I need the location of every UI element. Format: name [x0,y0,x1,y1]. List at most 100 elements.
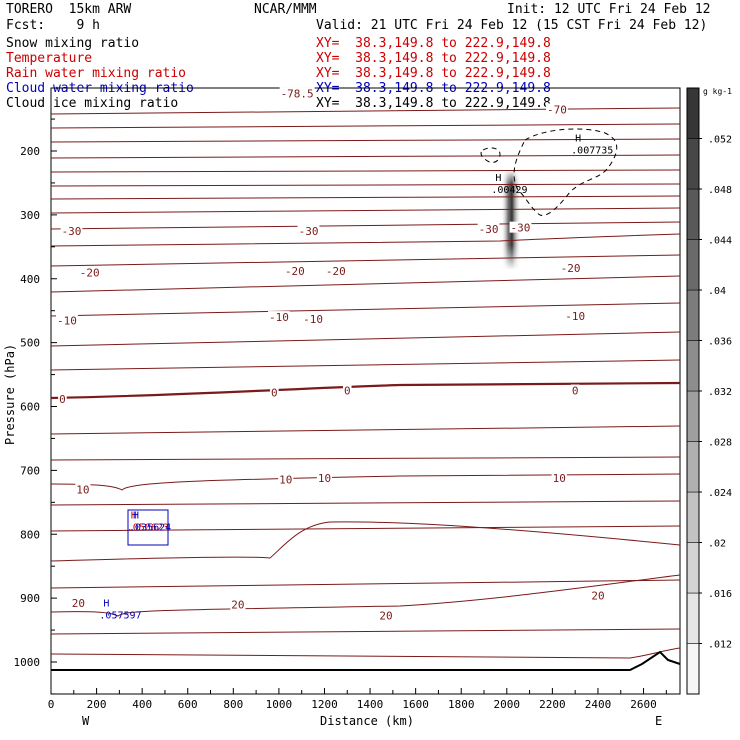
isotherm-label-bg [278,473,294,485]
isotherm-label-bg [590,589,606,601]
extremum-value: .00429 [491,185,527,196]
colorbar-tick-label: .036 [708,337,732,348]
isotherm [50,275,681,293]
isotherm-label: 10 [76,484,89,497]
x-tick-label: 2000 [494,698,521,711]
y-tick-label: 600 [20,401,40,414]
field-name-cloud-ice: Cloud ice mixing ratio [6,96,179,111]
isotherm [50,574,681,617]
extremum-marker: H [575,134,581,145]
init-time: Init: 12 UTC Fri 24 Feb 12 [507,2,711,17]
isotherm [50,456,681,461]
isotherm [50,425,681,435]
isotherm-label: -78.5 [281,88,314,101]
x-tick-label: 1800 [448,698,475,711]
isotherm [50,331,681,347]
colorbar-segment [686,138,700,190]
isotherm-label-bg [279,87,315,99]
isotherm-label-bg [267,311,290,323]
colorbar-units: g kg-1 [703,87,732,96]
isotherm-label: 20 [231,599,244,612]
isotherm [50,123,681,129]
isotherm-label: 10 [553,472,566,485]
colorbar-segment [686,239,700,291]
x-axis-west-label: W [82,714,90,728]
cloud-ice-contour [513,128,618,216]
isotherm-label: -10 [269,311,289,324]
field-name-snow: Snow mixing ratio [6,36,140,51]
isotherm-label: -10 [565,310,585,323]
colorbar-tick-label: .04 [708,286,726,297]
isotherm [50,473,681,491]
isotherm-labels: -78.5 -70 -30 -30 -30 -30 -20 -20 -20 -20 -10 -10 -1… [56,87,606,622]
extremum-marker: H [495,173,501,184]
field-xy-temperature: XY= 38.3,149.8 to 222.9,149.8 [316,51,551,66]
terrain-line [51,650,681,671]
isotherm-label: -20 [326,265,346,278]
x-tick-label: 0 [48,698,55,711]
y-tick-label: 400 [20,273,40,286]
forecast-hour: Fcst: 9 h [6,18,100,33]
field-name-rain: Rain water mixing ratio [6,66,187,81]
isotherm [50,107,681,115]
model-title: TORERO 15km ARW [6,2,132,17]
isotherm-label-bg [283,265,306,277]
isotherm-label-bg [58,392,67,404]
isotherm-label-bg [570,384,580,396]
extremum-value: .007735 [571,146,613,157]
cloud-ice-contours [480,128,618,216]
x-tick-label: 1400 [357,698,384,711]
isotherm [50,647,681,659]
isotherm-label: -10 [303,313,323,326]
x-tick-label: 400 [132,698,152,711]
isotherm-label: 10 [279,473,292,486]
colorbar-segment [686,542,700,594]
isotherm-label: -30 [479,223,499,236]
isotherm [50,183,681,187]
x-tick-label: 2200 [539,698,566,711]
y-tick-label: 900 [20,592,40,605]
colorbar-segment [686,289,700,341]
y-tick-label: 1000 [14,656,41,669]
extremum-marker: H [131,510,137,521]
y-axis: 200 300 400 500 600 700 800 900 1000 [14,118,57,695]
isotherm-label: 10 [318,472,331,485]
colorbar-segment [686,390,700,442]
colorbar-tick-label: .024 [708,488,732,499]
isotherm-label-bg [564,309,587,321]
cloud-water-contour [127,509,169,546]
isotherm-label: -10 [57,314,77,327]
snow-shading [501,170,521,270]
colorbar-segment [686,340,700,392]
isotherm-label-bg [302,312,324,324]
x-axis: 0 200 400 600 800 1000 1200 1400 1600 1800 2000 220… [48,688,667,711]
x-tick-label: 1000 [266,698,293,711]
x-tick-label: 200 [87,698,107,711]
isotherm-label-bg [70,597,86,609]
isotherm-zero [50,381,681,400]
x-tick-label: 600 [178,698,198,711]
isotherm-label: 0 [59,393,66,406]
isotherm-label-bg [509,221,532,233]
isotherm-label: 0 [271,386,278,399]
colorbar-tick-label: .052 [708,135,732,146]
isotherm-label: 20 [72,597,85,610]
isotherm-label: -20 [561,262,581,275]
colorbar-segment [686,491,700,543]
plot-frame [50,87,681,695]
isotherm-label-bg [60,224,83,236]
isotherm-label-bg [551,472,567,484]
isotherm-label-bg [270,386,279,398]
y-tick-label: 500 [20,337,40,350]
isotherm-label: 0 [572,385,579,398]
isotherm-label: 20 [591,590,604,603]
isotherm-label-bg [297,224,320,236]
isotherm-label: -30 [299,225,319,238]
colorbar-segment [686,87,700,139]
colorbar-tick-label: .044 [708,236,732,247]
colorbar-segment [686,592,700,644]
isotherm [50,169,681,173]
isotherm-label: -70 [547,103,567,116]
x-tick-label: 1600 [402,698,429,711]
